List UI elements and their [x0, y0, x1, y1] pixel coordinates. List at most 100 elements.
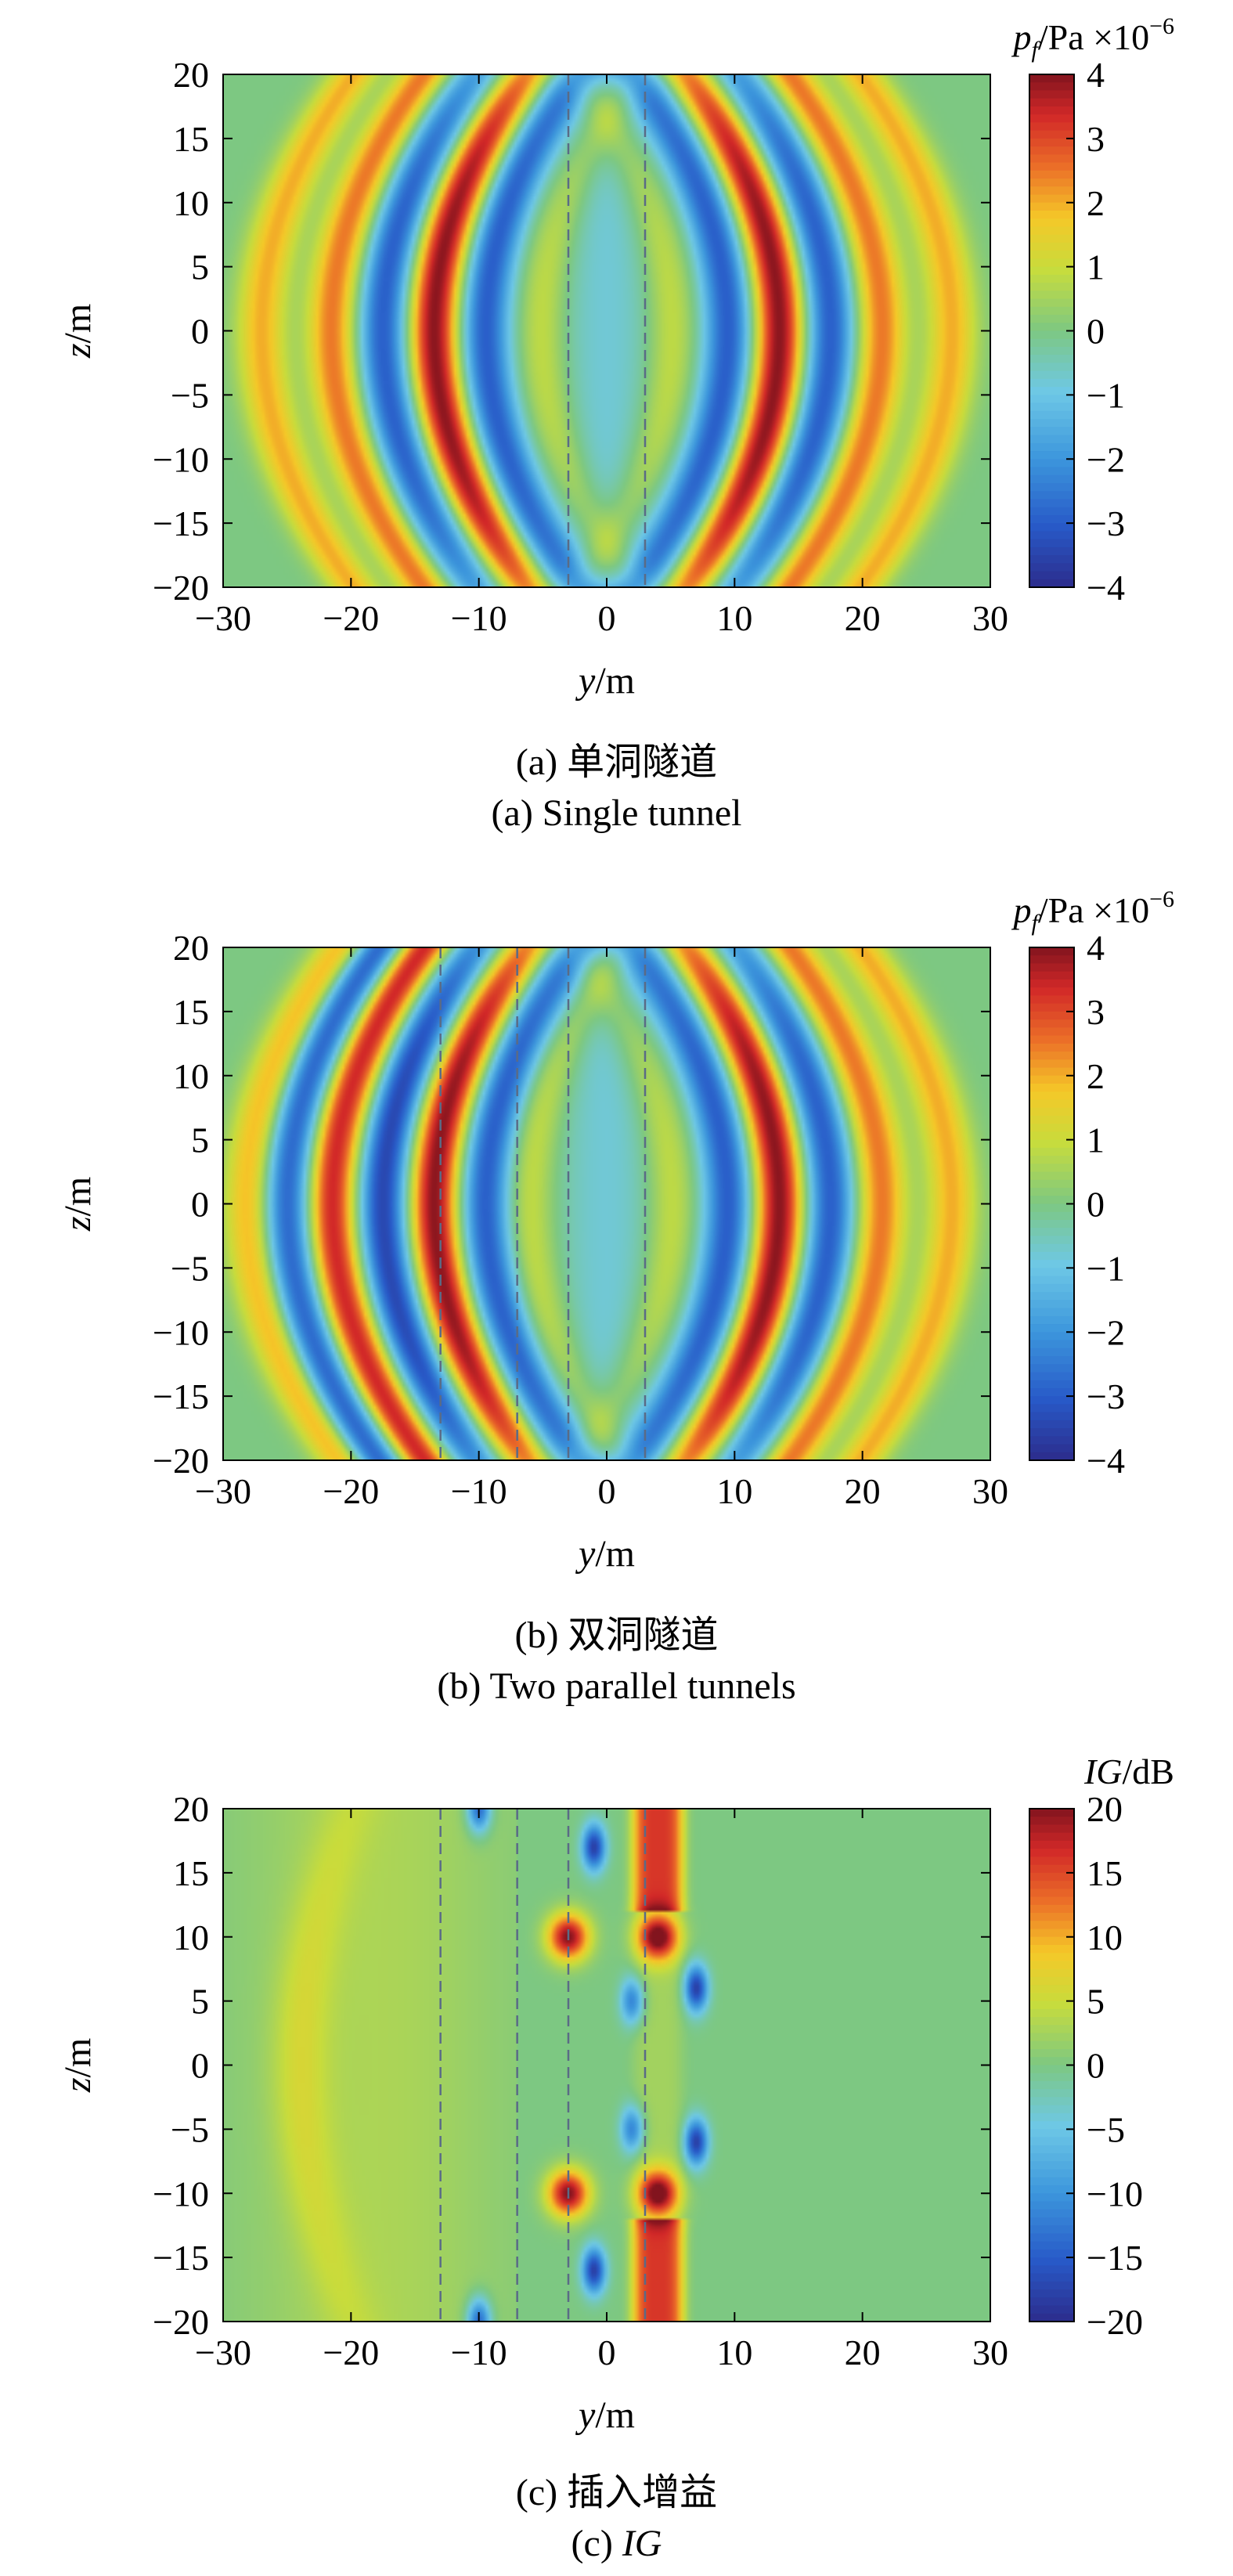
- colorbar-segment: [1029, 459, 1074, 468]
- colorbar-segment: [1029, 499, 1074, 508]
- colorbar-segment: [1029, 1300, 1074, 1309]
- colorbar-segment: [1029, 1904, 1074, 1914]
- x-tick-label: −30: [195, 598, 251, 638]
- colorbar-segment: [1029, 1936, 1074, 1946]
- y-tick-label: −10: [153, 439, 209, 479]
- colorbar-segment: [1029, 2289, 1074, 2298]
- colorbar-segment: [1029, 1292, 1074, 1301]
- colorbar-segment: [1029, 963, 1074, 972]
- x-tick-label: −30: [195, 1471, 251, 1511]
- colorbar-segment: [1029, 2145, 1074, 2154]
- colorbar-segment: [1029, 266, 1074, 276]
- x-tick-label: 20: [845, 598, 881, 638]
- colorbar-tick-label: 4: [1087, 928, 1105, 968]
- colorbar-segment: [1029, 402, 1074, 412]
- y-tick-label: 15: [173, 992, 209, 1032]
- y-tick-label: 5: [191, 247, 209, 287]
- colorbar-segment: [1029, 1332, 1074, 1341]
- colorbar-segment: [1029, 2073, 1074, 2082]
- colorbar-segment: [1029, 467, 1074, 476]
- x-tick-label: 0: [598, 2332, 616, 2372]
- colorbar-segment: [1029, 2273, 1074, 2282]
- x-tick-label: −20: [323, 2332, 379, 2372]
- colorbar-segment: [1029, 290, 1074, 300]
- y-tick-label: −5: [171, 375, 209, 415]
- heatmap-field-c: [223, 1809, 990, 2322]
- x-tick-label: −30: [195, 2332, 251, 2372]
- colorbar-segment: [1029, 955, 1074, 965]
- colorbar-segment: [1029, 579, 1074, 588]
- colorbar-segment: [1029, 1412, 1074, 1421]
- y-tick-label: 10: [173, 1056, 209, 1096]
- x-tick-label: 30: [972, 2332, 1008, 2372]
- colorbar-segment: [1029, 274, 1074, 283]
- colorbar-segment: [1029, 2249, 1074, 2258]
- colorbar-tick-label: −15: [1087, 2238, 1143, 2278]
- colorbar-segment: [1029, 1387, 1074, 1397]
- colorbar-tick-label: −20: [1087, 2302, 1143, 2342]
- colorbar-segment: [1029, 1380, 1074, 1389]
- colorbar-segment: [1029, 563, 1074, 572]
- colorbar-segment: [1029, 1896, 1074, 1906]
- colorbar-segment: [1029, 179, 1074, 187]
- colorbar-segment: [1029, 2089, 1074, 2098]
- x-tick-label: −10: [451, 1471, 507, 1511]
- colorbar-segment: [1029, 1452, 1074, 1461]
- colorbar-segment: [1029, 306, 1074, 316]
- y-tick-label: −5: [171, 1248, 209, 1288]
- colorbar-segment: [1029, 1124, 1074, 1132]
- y-tick-label: −15: [153, 1376, 209, 1416]
- colorbar-tick-label: −10: [1087, 2174, 1143, 2213]
- colorbar-segment: [1029, 2049, 1074, 2058]
- colorbar-segment: [1029, 162, 1074, 171]
- colorbar-segment: [1029, 2001, 1074, 2010]
- colorbar-segment: [1029, 987, 1074, 997]
- colorbar-segment: [1029, 395, 1074, 404]
- colorbar-segment: [1029, 2225, 1074, 2235]
- colorbar-segment: [1029, 186, 1074, 196]
- colorbar-segment: [1029, 971, 1074, 980]
- colorbar-segment: [1029, 2129, 1074, 2138]
- colorbar-segment: [1029, 2097, 1074, 2106]
- colorbar-segment: [1029, 146, 1074, 155]
- colorbar-segment: [1029, 2121, 1074, 2130]
- colorbar-segment: [1029, 1420, 1074, 1429]
- colorbar-segment: [1029, 947, 1074, 956]
- colorbar-segment: [1029, 251, 1074, 259]
- y-tick-label: −20: [153, 568, 209, 608]
- colorbar-segment: [1029, 531, 1074, 540]
- colorbar-segment: [1029, 2033, 1074, 2042]
- y-tick-label: 0: [191, 2046, 209, 2086]
- colorbar-tick-label: −4: [1087, 1441, 1125, 1481]
- colorbar-segment: [1029, 1131, 1074, 1141]
- colorbar-segment: [1029, 1019, 1074, 1028]
- colorbar-tick-label: −5: [1087, 2109, 1125, 2149]
- colorbar-segment: [1029, 234, 1074, 244]
- colorbar-segment: [1029, 170, 1074, 179]
- colorbar-segment: [1029, 1243, 1074, 1253]
- colorbar-segment: [1029, 2025, 1074, 2034]
- colorbar-segment: [1029, 451, 1074, 460]
- colorbar-segment: [1029, 1275, 1074, 1285]
- x-tick-label: 10: [716, 2332, 752, 2372]
- colorbar-segment: [1029, 363, 1074, 372]
- colorbar-tick-label: 0: [1087, 312, 1105, 352]
- colorbar-segment: [1029, 2105, 1074, 2114]
- colorbar-segment: [1029, 122, 1074, 132]
- y-tick-label: 20: [173, 1789, 209, 1829]
- colorbar-segment: [1029, 106, 1074, 115]
- colorbar-segment: [1029, 1059, 1074, 1069]
- colorbar-segment: [1029, 346, 1074, 355]
- x-tick-label: −10: [451, 598, 507, 638]
- y-tick-label: 5: [191, 1120, 209, 1160]
- colorbar-segment: [1029, 1011, 1074, 1020]
- colorbar-segment: [1029, 1968, 1074, 1978]
- colorbar-segment: [1029, 2161, 1074, 2170]
- colorbar-segment: [1029, 1436, 1074, 1445]
- colorbar-segment: [1029, 2137, 1074, 2146]
- colorbar-segment: [1029, 1976, 1074, 1986]
- colorbar-segment: [1029, 1083, 1074, 1092]
- colorbar-segment: [1029, 242, 1074, 251]
- colorbar-segment: [1029, 1219, 1074, 1228]
- colorbar-segment: [1029, 555, 1074, 564]
